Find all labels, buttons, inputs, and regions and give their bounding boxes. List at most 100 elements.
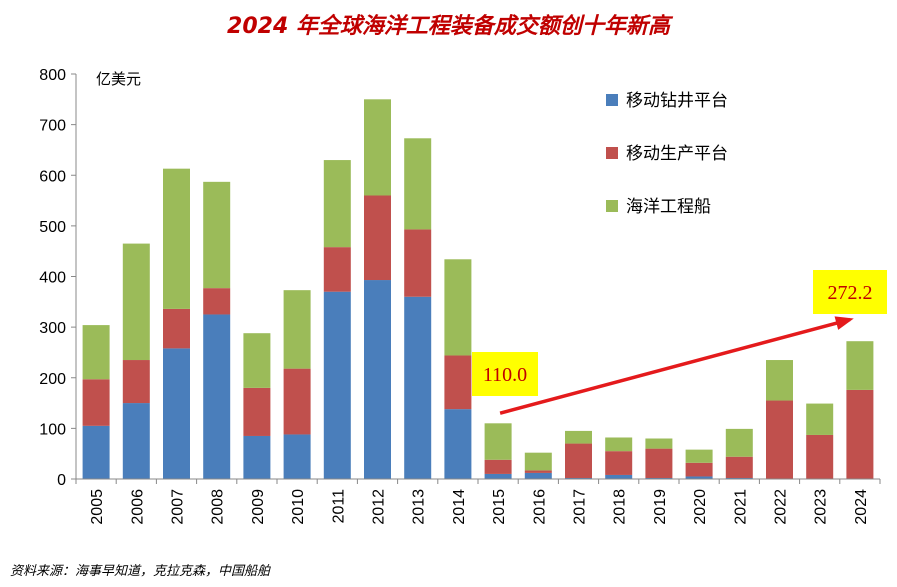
x-tick-label: 2008 (210, 489, 227, 525)
bar-segment (122, 403, 150, 479)
x-tick-label: 2011 (330, 489, 347, 524)
source-note: 资料来源：海事早知道，克拉克森，中国船舶 (10, 564, 271, 579)
bar-segment (122, 360, 150, 404)
bar-segment (806, 434, 834, 479)
bar-segment (243, 387, 271, 436)
legend-swatch (606, 200, 618, 212)
y-tick-label: 400 (39, 270, 66, 287)
bar-segment (82, 379, 110, 426)
bar-segment (323, 247, 351, 292)
legend-label: 移动生产平台 (626, 144, 728, 164)
x-tick-label: 2018 (612, 489, 629, 525)
y-tick-label: 300 (39, 320, 66, 337)
bar-segment (82, 425, 110, 479)
bar-segment (243, 333, 271, 388)
bar-segment (685, 449, 713, 463)
y-tick-label: 0 (57, 472, 66, 489)
bar-segment (565, 443, 592, 478)
bar-segment (484, 459, 512, 474)
bar-segment (725, 456, 753, 478)
legend-label: 海洋工程船 (626, 197, 711, 217)
bar-segment (163, 308, 190, 349)
bar-segment (524, 472, 552, 479)
bar-segment (565, 430, 592, 444)
y-axis-unit: 亿美元 (96, 70, 141, 88)
x-tick-label: 2019 (652, 489, 669, 525)
bar-segment (806, 403, 834, 435)
bar-segment (243, 435, 271, 479)
legend-swatch (606, 147, 618, 159)
bar-segment (685, 476, 713, 479)
bar-segment (364, 99, 391, 196)
x-tick-label: 2009 (250, 489, 267, 525)
x-tick-label: 2022 (773, 489, 790, 525)
bar-segment (283, 434, 311, 479)
bar-segment (163, 168, 190, 309)
bar-segment (203, 181, 231, 289)
bar-segment (605, 474, 633, 479)
bar-segment (484, 423, 512, 460)
chart-title: 2024 年全球海洋工程装备成交额创十年新高 (227, 14, 670, 39)
x-tick-label: 2006 (129, 489, 146, 525)
bar-segment (122, 243, 150, 361)
bar-segment (364, 195, 391, 281)
x-tick-label: 2012 (371, 489, 388, 525)
bar-segment (323, 291, 351, 479)
x-tick-label: 2014 (451, 489, 468, 525)
bar-segment (725, 428, 753, 457)
bar-segment (766, 360, 793, 401)
bar-segment (444, 409, 472, 479)
x-tick-label: 2024 (853, 489, 870, 525)
bar-segment (766, 400, 793, 479)
bar-segment (846, 389, 874, 479)
y-tick-label: 500 (39, 219, 66, 236)
bar-segment (645, 438, 673, 449)
bar-segment (203, 314, 231, 479)
legend-swatch (606, 94, 618, 106)
x-tick-label: 2005 (89, 489, 106, 525)
y-tick-label: 800 (39, 67, 66, 84)
x-tick-label: 2020 (692, 489, 709, 525)
x-tick-label: 2016 (531, 489, 548, 525)
x-tick-label: 2021 (732, 489, 749, 525)
bar-segment (283, 368, 311, 435)
x-tick-label: 2010 (290, 489, 307, 525)
bar-segment (323, 160, 351, 248)
trend-arrow-head (834, 316, 854, 330)
bar-segment (444, 355, 472, 410)
bar-segment (283, 290, 311, 369)
callout-label: 110.0 (483, 364, 527, 386)
bar-segment (484, 473, 512, 479)
bar-segment (645, 448, 673, 478)
bar-segment (685, 462, 713, 477)
callout-box (813, 270, 887, 314)
trend-arrow-line (499, 317, 851, 415)
bar-segment (404, 138, 432, 230)
bar-segment (524, 470, 552, 473)
legend-label: 移动钻井平台 (626, 91, 728, 111)
bar-segment (605, 437, 633, 452)
bar-segment (444, 259, 472, 356)
callout-label: 272.2 (828, 282, 873, 304)
bar-segment (565, 477, 592, 479)
x-tick-label: 2007 (170, 489, 187, 525)
bar-segment (82, 325, 110, 380)
bar-segment (725, 477, 753, 479)
y-tick-label: 100 (39, 421, 66, 438)
bar-segment (524, 452, 552, 471)
bar-segment (645, 477, 673, 479)
bar-segment (404, 296, 432, 479)
x-tick-label: 2017 (572, 489, 589, 525)
y-tick-label: 200 (39, 371, 66, 388)
y-tick-label: 600 (39, 168, 66, 185)
x-tick-label: 2023 (813, 489, 830, 525)
bar-segment (605, 451, 633, 475)
x-tick-label: 2015 (491, 489, 508, 525)
y-tick-label: 700 (39, 118, 66, 135)
bar-segment (364, 280, 391, 479)
x-tick-label: 2013 (411, 489, 428, 525)
bar-segment (846, 341, 874, 390)
bar-segment (203, 288, 231, 315)
bar-segment (163, 348, 190, 479)
